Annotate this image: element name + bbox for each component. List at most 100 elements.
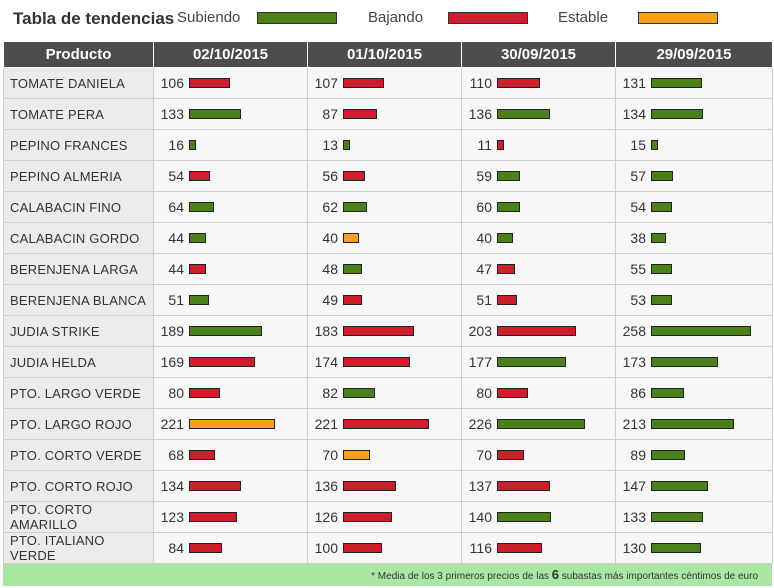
price-cell: 80 bbox=[153, 377, 308, 409]
trend-bar-up bbox=[651, 543, 701, 553]
trend-bar-up bbox=[189, 326, 262, 336]
product-name: PEPINO FRANCES bbox=[3, 129, 154, 161]
trend-bar-up bbox=[343, 140, 350, 150]
price-value: 62 bbox=[322, 199, 338, 215]
trend-bar-up bbox=[651, 295, 672, 305]
price-cell: 15 bbox=[615, 129, 773, 161]
product-name: TOMATE PERA bbox=[3, 98, 154, 130]
trend-bar-up bbox=[651, 450, 685, 460]
price-cell: 40 bbox=[461, 222, 616, 254]
trend-bar-down bbox=[189, 543, 222, 553]
price-cell: 70 bbox=[461, 439, 616, 471]
trend-bar-down bbox=[189, 78, 230, 88]
trend-bar-up bbox=[189, 140, 196, 150]
price-value: 86 bbox=[630, 385, 646, 401]
price-cell: 133 bbox=[615, 501, 773, 533]
price-value: 40 bbox=[476, 230, 492, 246]
price-value: 89 bbox=[630, 447, 646, 463]
price-cell: 57 bbox=[615, 160, 773, 192]
trend-bar-up bbox=[651, 202, 672, 212]
price-value: 49 bbox=[322, 292, 338, 308]
price-value: 189 bbox=[160, 323, 184, 339]
table-row: PTO. LARGO ROJO 221 221 226 213 bbox=[3, 408, 773, 440]
price-cell: 174 bbox=[307, 346, 462, 378]
price-value: 48 bbox=[322, 261, 338, 277]
price-cell: 62 bbox=[307, 191, 462, 223]
price-value: 13 bbox=[322, 137, 338, 153]
trend-bar-down bbox=[343, 481, 396, 491]
table-title: Tabla de tendencias bbox=[13, 9, 175, 28]
product-name: PTO. ITALIANO VERDE bbox=[3, 532, 154, 564]
price-value: 140 bbox=[468, 509, 492, 525]
product-name: TOMATE DANIELA bbox=[3, 67, 154, 99]
price-value: 40 bbox=[322, 230, 338, 246]
trend-bar-down bbox=[497, 388, 528, 398]
price-cell: 140 bbox=[461, 501, 616, 533]
price-value: 44 bbox=[168, 261, 184, 277]
price-cell: 80 bbox=[461, 377, 616, 409]
table-row: TOMATE PERA 133 87 136 134 bbox=[3, 98, 773, 130]
trend-bar-up bbox=[497, 233, 513, 243]
price-value: 15 bbox=[630, 137, 646, 153]
trend-bar-down bbox=[189, 481, 241, 491]
header-producto: Producto bbox=[3, 41, 154, 68]
trend-bar-down bbox=[189, 171, 210, 181]
product-name: CALABACIN FINO bbox=[3, 191, 154, 223]
trend-bar-up bbox=[497, 202, 520, 212]
trend-bar-up bbox=[651, 78, 702, 88]
price-cell: 87 bbox=[307, 98, 462, 130]
trend-bar-down bbox=[343, 543, 382, 553]
price-cell: 59 bbox=[461, 160, 616, 192]
legend-stable-label: Estable bbox=[558, 9, 609, 26]
price-cell: 100 bbox=[307, 532, 462, 564]
trend-bar-down bbox=[497, 78, 540, 88]
price-cell: 226 bbox=[461, 408, 616, 440]
trend-bar-down bbox=[189, 450, 215, 460]
price-cell: 213 bbox=[615, 408, 773, 440]
trend-bar-up bbox=[497, 512, 551, 522]
price-value: 173 bbox=[622, 354, 646, 370]
product-name: BERENJENA LARGA bbox=[3, 253, 154, 285]
price-value: 53 bbox=[630, 292, 646, 308]
trend-bar-up bbox=[651, 512, 703, 522]
price-cell: 126 bbox=[307, 501, 462, 533]
price-value: 68 bbox=[168, 447, 184, 463]
trend-bar-up bbox=[189, 202, 214, 212]
price-cell: 106 bbox=[153, 67, 308, 99]
price-cell: 177 bbox=[461, 346, 616, 378]
trend-bar-up bbox=[651, 264, 672, 274]
trend-bar-down bbox=[343, 295, 362, 305]
trend-bar-down bbox=[189, 357, 255, 367]
price-value: 116 bbox=[469, 540, 492, 556]
price-cell: 60 bbox=[461, 191, 616, 223]
price-value: 107 bbox=[314, 75, 338, 91]
trends-table: Producto 02/10/2015 01/10/2015 30/09/201… bbox=[3, 41, 773, 564]
price-cell: 54 bbox=[615, 191, 773, 223]
price-cell: 107 bbox=[307, 67, 462, 99]
price-cell: 70 bbox=[307, 439, 462, 471]
table-row: PTO. CORTO AMARILLO 123 126 140 133 bbox=[3, 501, 773, 533]
price-value: 126 bbox=[314, 509, 338, 525]
price-cell: 89 bbox=[615, 439, 773, 471]
price-cell: 51 bbox=[461, 284, 616, 316]
trend-bar-down bbox=[189, 512, 237, 522]
price-cell: 134 bbox=[615, 98, 773, 130]
price-cell: 134 bbox=[153, 470, 308, 502]
price-cell: 116 bbox=[461, 532, 616, 564]
trend-bar-up bbox=[343, 264, 362, 274]
trend-bar-up bbox=[651, 171, 673, 181]
trend-bar-up bbox=[651, 388, 684, 398]
price-value: 131 bbox=[622, 75, 646, 91]
product-name: JUDIA HELDA bbox=[3, 346, 154, 378]
legend-down-label: Bajando bbox=[368, 9, 424, 26]
trend-bar-down bbox=[497, 481, 550, 491]
trend-bar-up bbox=[497, 357, 566, 367]
price-cell: 44 bbox=[153, 222, 308, 254]
trend-bar-up bbox=[189, 109, 241, 119]
price-value: 258 bbox=[622, 323, 646, 339]
legend-bar: Tabla de tendencias Subiendo Bajando Est… bbox=[0, 0, 774, 38]
price-cell: 53 bbox=[615, 284, 773, 316]
price-value: 70 bbox=[322, 447, 338, 463]
price-value: 130 bbox=[622, 540, 646, 556]
price-value: 110 bbox=[469, 75, 492, 91]
